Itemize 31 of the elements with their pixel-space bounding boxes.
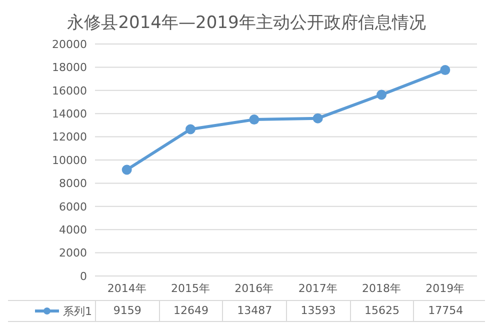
point (186, 124, 196, 134)
x-tick-label: 2016年 (234, 282, 274, 295)
data-label: 17754 (413, 301, 477, 321)
y-tick-label: 2000 (59, 246, 87, 260)
data-label: 15625 (350, 301, 414, 321)
legend-label: 系列1 (63, 304, 92, 318)
x-tick-label: 2017年 (298, 282, 338, 295)
point (440, 65, 450, 76)
data-label: 13593 (286, 301, 350, 321)
data-label: 13487 (222, 301, 286, 321)
y-tick-label: 18000 (52, 61, 87, 74)
y-tick-label: 0 (80, 270, 87, 283)
point (122, 164, 132, 175)
data-label: 9159 (95, 301, 159, 321)
y-tick-label: 8000 (59, 177, 87, 190)
y-tick-label: 6000 (59, 200, 87, 214)
x-tick-label: 2019年 (426, 282, 465, 295)
y-tick-label: 14000 (52, 108, 87, 121)
y-tick-label: 16000 (52, 84, 87, 98)
chart-title: 永修县2014年—2019年主动公开政府信息情况 (66, 12, 427, 35)
x-tick-label: 2014年 (107, 282, 146, 295)
x-tick-label: 2018年 (362, 282, 401, 295)
point (249, 114, 260, 125)
y-tick-label: 10000 (52, 154, 87, 167)
point (376, 90, 386, 100)
y-tick-label: 4000 (59, 224, 87, 237)
y-tick-label: 12000 (52, 130, 87, 144)
y-tick-label: 20000 (52, 38, 87, 51)
data-label: 12649 (158, 301, 222, 321)
point (312, 113, 323, 124)
x-tick-label: 2015年 (171, 282, 210, 295)
